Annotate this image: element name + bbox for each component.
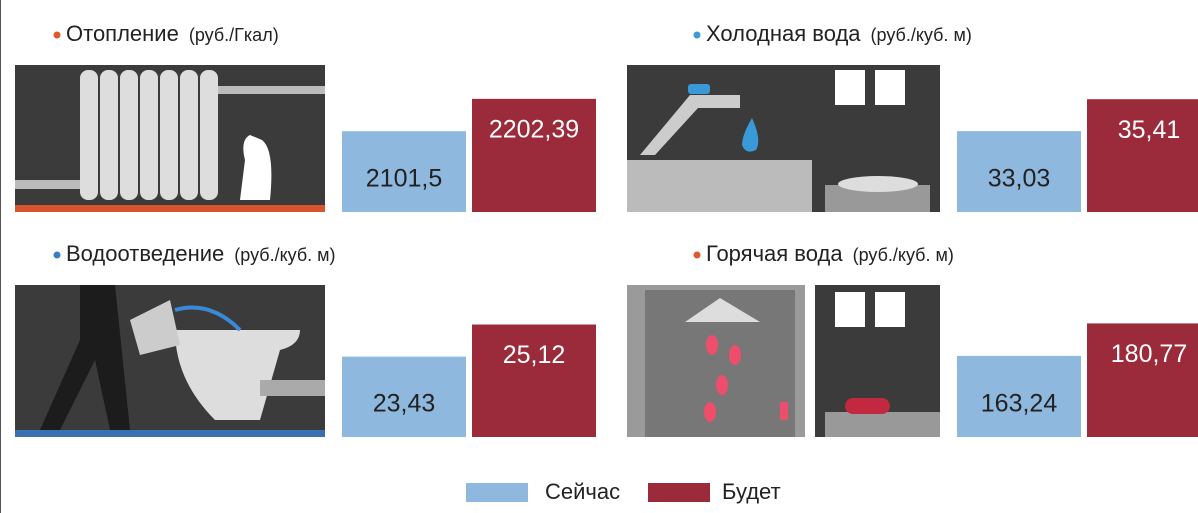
value-label: 35,41 (1118, 116, 1181, 144)
value-label: 23,43 (373, 390, 436, 418)
bullet (53, 251, 61, 259)
chart-title: Водоотведение (66, 241, 224, 266)
bar (1087, 323, 1198, 437)
bar (957, 131, 1081, 212)
bar (472, 324, 596, 437)
bar (472, 98, 596, 212)
illustration-cold-water (627, 65, 940, 212)
bar (342, 131, 466, 212)
value-label: 2202,39 (489, 115, 579, 143)
value-label: 2101,5 (366, 165, 442, 193)
chart-title: Холодная вода (706, 21, 861, 46)
bar (342, 356, 466, 437)
chart-subtitle: (руб./куб. м) (871, 25, 972, 45)
legend-label: Будет (722, 479, 781, 504)
value-label: 163,24 (981, 390, 1058, 418)
value-label: 180,77 (1111, 340, 1187, 368)
bar (1087, 99, 1198, 212)
chart-title: Отопление (66, 21, 179, 46)
value-label: 25,12 (503, 341, 566, 369)
value-label: 33,03 (988, 165, 1051, 193)
legend-swatch (648, 483, 710, 502)
illustration-drain (15, 285, 325, 437)
legend-label: Сейчас (545, 479, 620, 504)
chart-subtitle: (руб./куб. м) (853, 245, 954, 265)
legend-swatch (466, 483, 528, 502)
bullet (693, 251, 701, 259)
illustration-hot-water (627, 285, 940, 437)
chart-subtitle: (руб./Гкал) (189, 25, 279, 45)
illustration-heating (15, 65, 325, 212)
chart-subtitle: (руб./куб. м) (234, 245, 335, 265)
bullet (693, 31, 701, 39)
bar (957, 355, 1081, 437)
chart-title: Горячая вода (706, 241, 843, 266)
bullet (53, 31, 61, 39)
